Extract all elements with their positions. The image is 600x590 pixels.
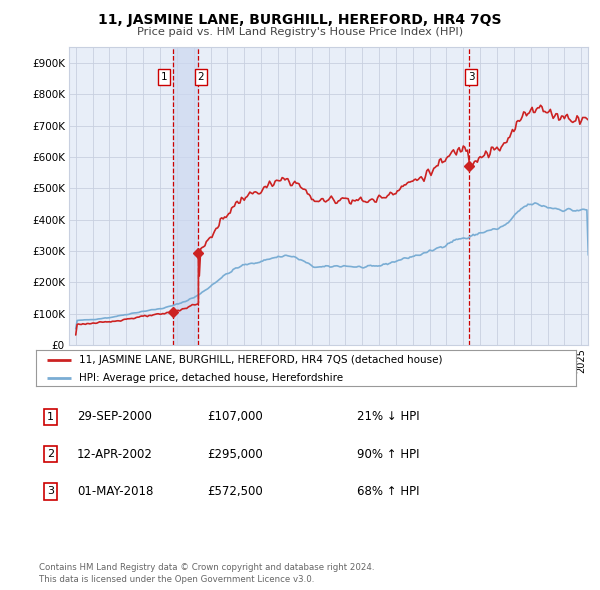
Text: Price paid vs. HM Land Registry's House Price Index (HPI): Price paid vs. HM Land Registry's House … (137, 27, 463, 37)
Text: £572,500: £572,500 (207, 484, 263, 498)
Text: £107,000: £107,000 (207, 410, 263, 424)
Text: HPI: Average price, detached house, Herefordshire: HPI: Average price, detached house, Here… (79, 373, 343, 384)
Text: 2: 2 (197, 72, 204, 82)
Text: 21% ↓ HPI: 21% ↓ HPI (357, 410, 419, 424)
Text: 1: 1 (47, 412, 54, 422)
Text: 11, JASMINE LANE, BURGHILL, HEREFORD, HR4 7QS: 11, JASMINE LANE, BURGHILL, HEREFORD, HR… (98, 13, 502, 27)
Text: 29-SEP-2000: 29-SEP-2000 (77, 410, 152, 424)
Text: 11, JASMINE LANE, BURGHILL, HEREFORD, HR4 7QS (detached house): 11, JASMINE LANE, BURGHILL, HEREFORD, HR… (79, 355, 443, 365)
Bar (173, 47, 199, 345)
Text: 3: 3 (468, 72, 475, 82)
Text: 2: 2 (47, 449, 54, 459)
Text: £295,000: £295,000 (207, 447, 263, 461)
Text: 3: 3 (47, 486, 54, 496)
Text: 90% ↑ HPI: 90% ↑ HPI (357, 447, 419, 461)
Text: 68% ↑ HPI: 68% ↑ HPI (357, 484, 419, 498)
Text: Contains HM Land Registry data © Crown copyright and database right 2024.
This d: Contains HM Land Registry data © Crown c… (39, 563, 374, 584)
Text: 1: 1 (161, 72, 167, 82)
Text: 01-MAY-2018: 01-MAY-2018 (77, 484, 153, 498)
Text: 12-APR-2002: 12-APR-2002 (77, 447, 152, 461)
